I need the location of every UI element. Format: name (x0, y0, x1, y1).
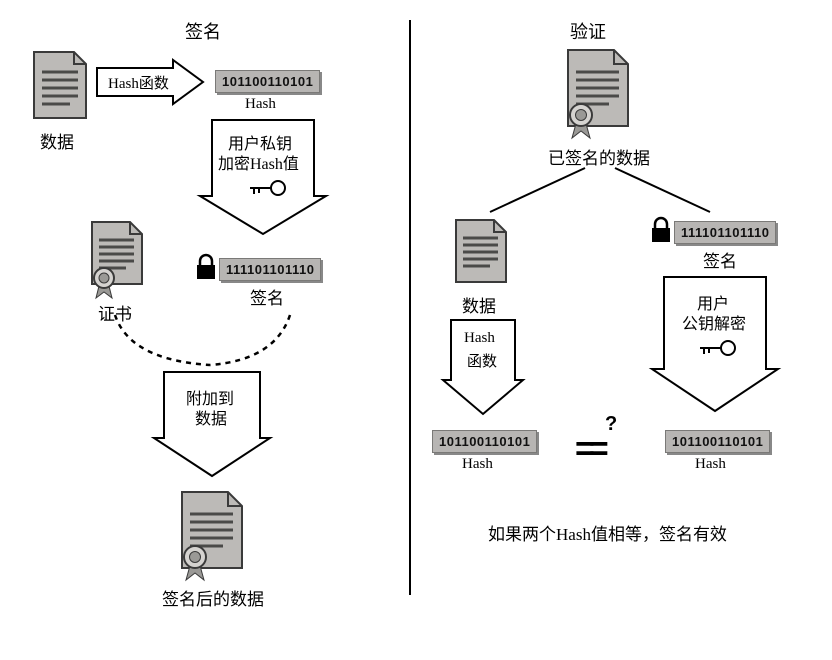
hashfn-text-1: Hash (464, 330, 495, 347)
hashfn-text-2: 函数 (467, 350, 497, 371)
encrypt-text-2: 加密Hash值 (218, 150, 299, 174)
split-lines (460, 160, 750, 220)
hash-result-left: 101100110101 (432, 430, 537, 453)
lock-icon-left (195, 255, 217, 281)
decrypt-text-2: 公钥解密 (682, 310, 746, 334)
verify-data-doc (452, 218, 510, 288)
signed-doc-left-label: 签名后的数据 (162, 585, 264, 610)
doc-data-label: 数据 (40, 128, 74, 153)
equals-sign: == (575, 430, 603, 469)
signed-doc-right (564, 48, 634, 132)
signature-box-right: 111101101110 (674, 221, 776, 244)
lock-icon-right (650, 218, 672, 244)
question-mark: ? (605, 413, 617, 436)
hash-result-right-label: Hash (695, 456, 726, 473)
signature-label-left: 签名 (250, 284, 284, 309)
hash-value-box: 101100110101 (215, 70, 320, 93)
footnote: 如果两个Hash值相等，签名有效 (488, 520, 727, 545)
signed-doc-left (178, 490, 248, 574)
diagram-canvas: { "layout": { "width": 832, "height": 66… (0, 0, 832, 660)
hash-fn-arrow-text: Hash函数 (108, 72, 169, 93)
signature-label-right: 签名 (703, 247, 737, 272)
attach-text-2: 数据 (195, 405, 227, 429)
hash-label: Hash (245, 96, 276, 113)
private-key-icon (248, 178, 288, 198)
hash-result-left-label: Hash (462, 456, 493, 473)
right-title: 验证 (570, 18, 606, 44)
public-key-icon (698, 338, 738, 358)
verify-data-label: 数据 (462, 292, 496, 317)
cert-icon (88, 220, 146, 290)
left-title: 签名 (185, 18, 221, 44)
hash-result-right: 101100110101 (665, 430, 770, 453)
doc-data-icon (30, 50, 90, 122)
signature-box-left: 111101101110 (219, 258, 321, 281)
